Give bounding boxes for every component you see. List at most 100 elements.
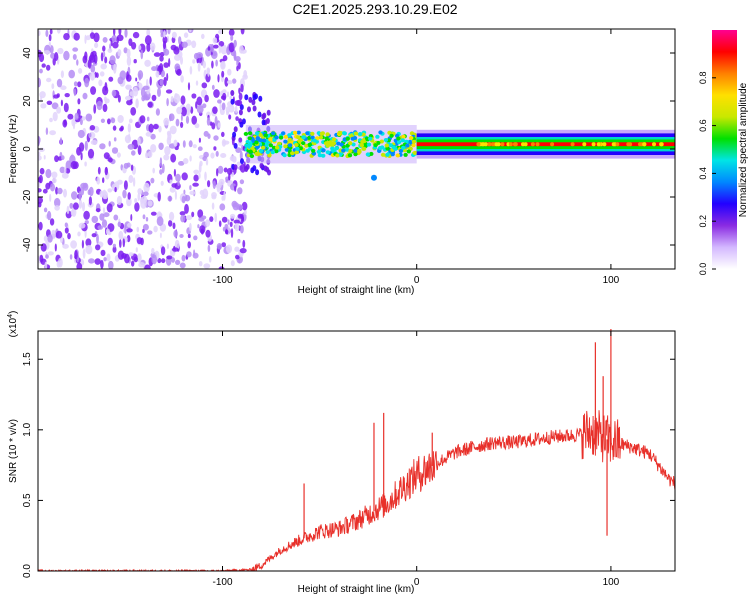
noise-blob [117, 250, 125, 260]
noise-blob [169, 211, 175, 221]
noise-blob [137, 145, 142, 156]
noise-blob [132, 31, 140, 39]
band-blob [249, 154, 255, 159]
noise-blob [221, 102, 226, 111]
noise-blob [63, 33, 70, 41]
band-blob [336, 141, 341, 146]
noise-blob [160, 180, 164, 186]
noise-blob [84, 140, 88, 151]
noise-blob [45, 254, 49, 259]
noise-blob [103, 152, 110, 160]
tone-blob [591, 142, 596, 147]
noise-blob [56, 78, 63, 88]
noise-blob [175, 259, 181, 265]
noise-blob [150, 42, 156, 51]
noise-blob [197, 224, 200, 229]
noise-blob [163, 30, 166, 38]
noise-blob [144, 264, 151, 269]
noise-blob [233, 50, 237, 59]
noise-blob [183, 158, 189, 165]
noise-blob [130, 107, 137, 116]
noise-blob [147, 230, 153, 235]
noise-blob [227, 219, 230, 225]
noise-blob [117, 115, 124, 123]
noise-blob [153, 225, 158, 233]
transition-blob [233, 126, 238, 133]
noise-blob [101, 219, 108, 228]
noise-blob [38, 174, 43, 184]
noise-blob [49, 117, 53, 123]
noise-blob [67, 113, 74, 120]
noise-blob [214, 212, 217, 223]
noise-blob [220, 44, 228, 55]
noise-blob [188, 140, 193, 148]
noise-blob [72, 121, 76, 130]
transition-blob [254, 93, 258, 100]
noise-blob [82, 248, 86, 259]
tone-blob [490, 142, 495, 147]
noise-blob [132, 177, 136, 187]
noise-blob [53, 94, 60, 99]
noise-blob [111, 147, 119, 154]
noise-blob [192, 59, 196, 64]
noise-blob [127, 192, 131, 200]
tone-blob [582, 142, 587, 147]
tone-blob [628, 142, 633, 147]
spectrogram-x-label: Height of straight line (km) [298, 285, 415, 296]
band-blob [284, 147, 290, 152]
band-blob [268, 137, 273, 142]
noise-blob [221, 216, 228, 223]
noise-blob [147, 200, 153, 207]
transition-blob [252, 105, 257, 112]
noise-blob [218, 41, 225, 47]
noise-blob [43, 235, 49, 242]
band-blob [247, 136, 252, 141]
noise-blob [228, 29, 235, 37]
noise-blob [198, 137, 201, 143]
noise-blob [60, 85, 67, 90]
noise-blob [84, 161, 87, 167]
noise-blob [142, 85, 150, 91]
band-blob [361, 132, 366, 137]
band-blob [287, 137, 292, 142]
noise-blob [212, 106, 218, 114]
noise-blob [102, 37, 108, 43]
noise-blob [77, 98, 81, 105]
noise-blob [174, 93, 178, 99]
noise-blob [97, 225, 103, 230]
noise-blob [234, 185, 237, 192]
x-tick-label: 100 [603, 275, 620, 286]
band-blob [258, 149, 264, 153]
transition-blob [230, 90, 235, 96]
noise-blob [104, 56, 108, 64]
band-blob [345, 143, 350, 148]
noise-blob [180, 56, 183, 65]
y-tick-label: 1.0 [22, 422, 33, 436]
noise-blob [137, 192, 141, 201]
noise-blob [193, 249, 196, 256]
noise-blob [40, 103, 47, 109]
noise-blob [225, 106, 230, 114]
noise-blob [174, 239, 180, 250]
noise-blob [189, 222, 192, 232]
noise-blob [181, 195, 186, 204]
noise-blob [151, 66, 158, 72]
noise-blob [124, 29, 128, 38]
noise-blob [85, 238, 92, 247]
noise-blob [99, 71, 105, 77]
band-blob [365, 152, 371, 157]
noise-blob [235, 56, 241, 62]
noise-blob [131, 42, 137, 50]
noise-blob [77, 231, 81, 237]
noise-blob [112, 125, 117, 131]
noise-blob [38, 221, 43, 231]
noise-blob [54, 52, 59, 61]
transition-blob [265, 166, 270, 173]
colorbar-tick-label: 0.6 [698, 119, 708, 132]
noise-blob [78, 68, 83, 74]
noise-blob [71, 191, 78, 200]
noise-blob [240, 29, 245, 35]
band-blob [248, 149, 253, 154]
noise-blob [52, 111, 58, 122]
noise-blob [54, 155, 59, 163]
